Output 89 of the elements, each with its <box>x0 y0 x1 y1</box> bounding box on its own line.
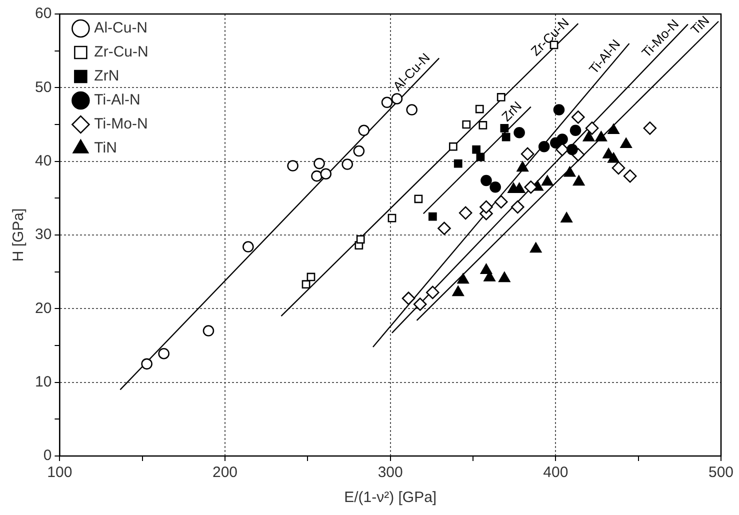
point <box>202 325 214 336</box>
point <box>500 124 509 132</box>
point <box>457 273 469 284</box>
y-tick-label: 30 <box>34 226 52 244</box>
point <box>643 122 657 135</box>
point <box>608 152 620 163</box>
point <box>413 298 427 311</box>
point <box>472 145 480 154</box>
point <box>620 138 632 148</box>
point <box>564 166 576 177</box>
point <box>478 121 488 130</box>
point <box>608 124 620 134</box>
point <box>560 212 572 222</box>
point <box>287 160 298 172</box>
point <box>490 181 501 193</box>
y-tick-label: 50 <box>34 78 52 96</box>
point <box>570 124 582 136</box>
x-tick-label: 200 <box>212 464 238 482</box>
point <box>502 132 510 142</box>
point <box>356 235 365 244</box>
point <box>542 175 554 186</box>
point <box>566 144 578 156</box>
y-axis-title: H [GPa] <box>10 208 28 262</box>
point <box>158 348 170 360</box>
point <box>623 169 637 183</box>
point <box>514 126 525 138</box>
point <box>572 110 585 124</box>
point <box>454 159 462 168</box>
point <box>582 131 595 142</box>
point <box>311 170 322 182</box>
point <box>520 147 534 161</box>
y-tick-label: 40 <box>34 152 52 170</box>
legend-label: Ti-Al-N <box>94 92 140 109</box>
point <box>553 104 565 116</box>
point <box>452 286 464 296</box>
x-tick-label: 300 <box>378 464 403 482</box>
point <box>462 120 471 129</box>
legend-label: Zr-Cu-N <box>94 44 148 61</box>
point <box>353 145 365 157</box>
point <box>302 280 310 289</box>
point <box>585 122 599 135</box>
point <box>480 174 492 186</box>
point <box>426 286 440 300</box>
point <box>391 93 403 104</box>
y-tick-label: 10 <box>34 373 52 390</box>
point <box>306 272 316 282</box>
point <box>448 142 458 151</box>
point <box>381 96 393 108</box>
x-tick-label: 400 <box>543 464 568 482</box>
point <box>510 200 524 214</box>
point <box>476 152 485 162</box>
point <box>572 175 585 186</box>
point <box>242 241 254 252</box>
x-axis-title: E/(1-ν²) [GPa] <box>344 489 437 506</box>
y-tick-label: 20 <box>34 300 52 317</box>
point <box>538 140 550 152</box>
point <box>496 93 506 102</box>
point <box>595 131 607 142</box>
point <box>458 206 472 220</box>
point <box>402 292 416 306</box>
point <box>358 124 370 136</box>
text: TiN <box>688 12 712 38</box>
y-tick-label: 0 <box>43 447 52 464</box>
point <box>141 358 152 370</box>
point <box>494 195 508 208</box>
point <box>428 212 437 221</box>
point <box>556 134 568 145</box>
point <box>516 161 528 172</box>
point <box>475 104 484 114</box>
point <box>414 194 423 204</box>
legend-label: Ti-Mo-N <box>94 116 148 133</box>
text: ZrN <box>498 98 525 124</box>
point <box>612 161 626 175</box>
point <box>342 158 354 170</box>
legend-label: Al-Cu-N <box>94 20 148 37</box>
legend-label: ZrN <box>94 68 120 85</box>
x-tick-label: 500 <box>708 464 734 482</box>
point <box>438 222 451 236</box>
point <box>480 200 493 214</box>
point <box>530 242 542 253</box>
x-tick-label: 100 <box>47 464 72 482</box>
point <box>406 104 418 116</box>
point <box>388 214 396 222</box>
point <box>314 158 325 170</box>
point <box>524 180 538 194</box>
legend-label: TiN <box>94 140 117 157</box>
point <box>498 272 510 282</box>
y-tick-label: 60 <box>34 5 52 22</box>
point <box>320 168 332 180</box>
